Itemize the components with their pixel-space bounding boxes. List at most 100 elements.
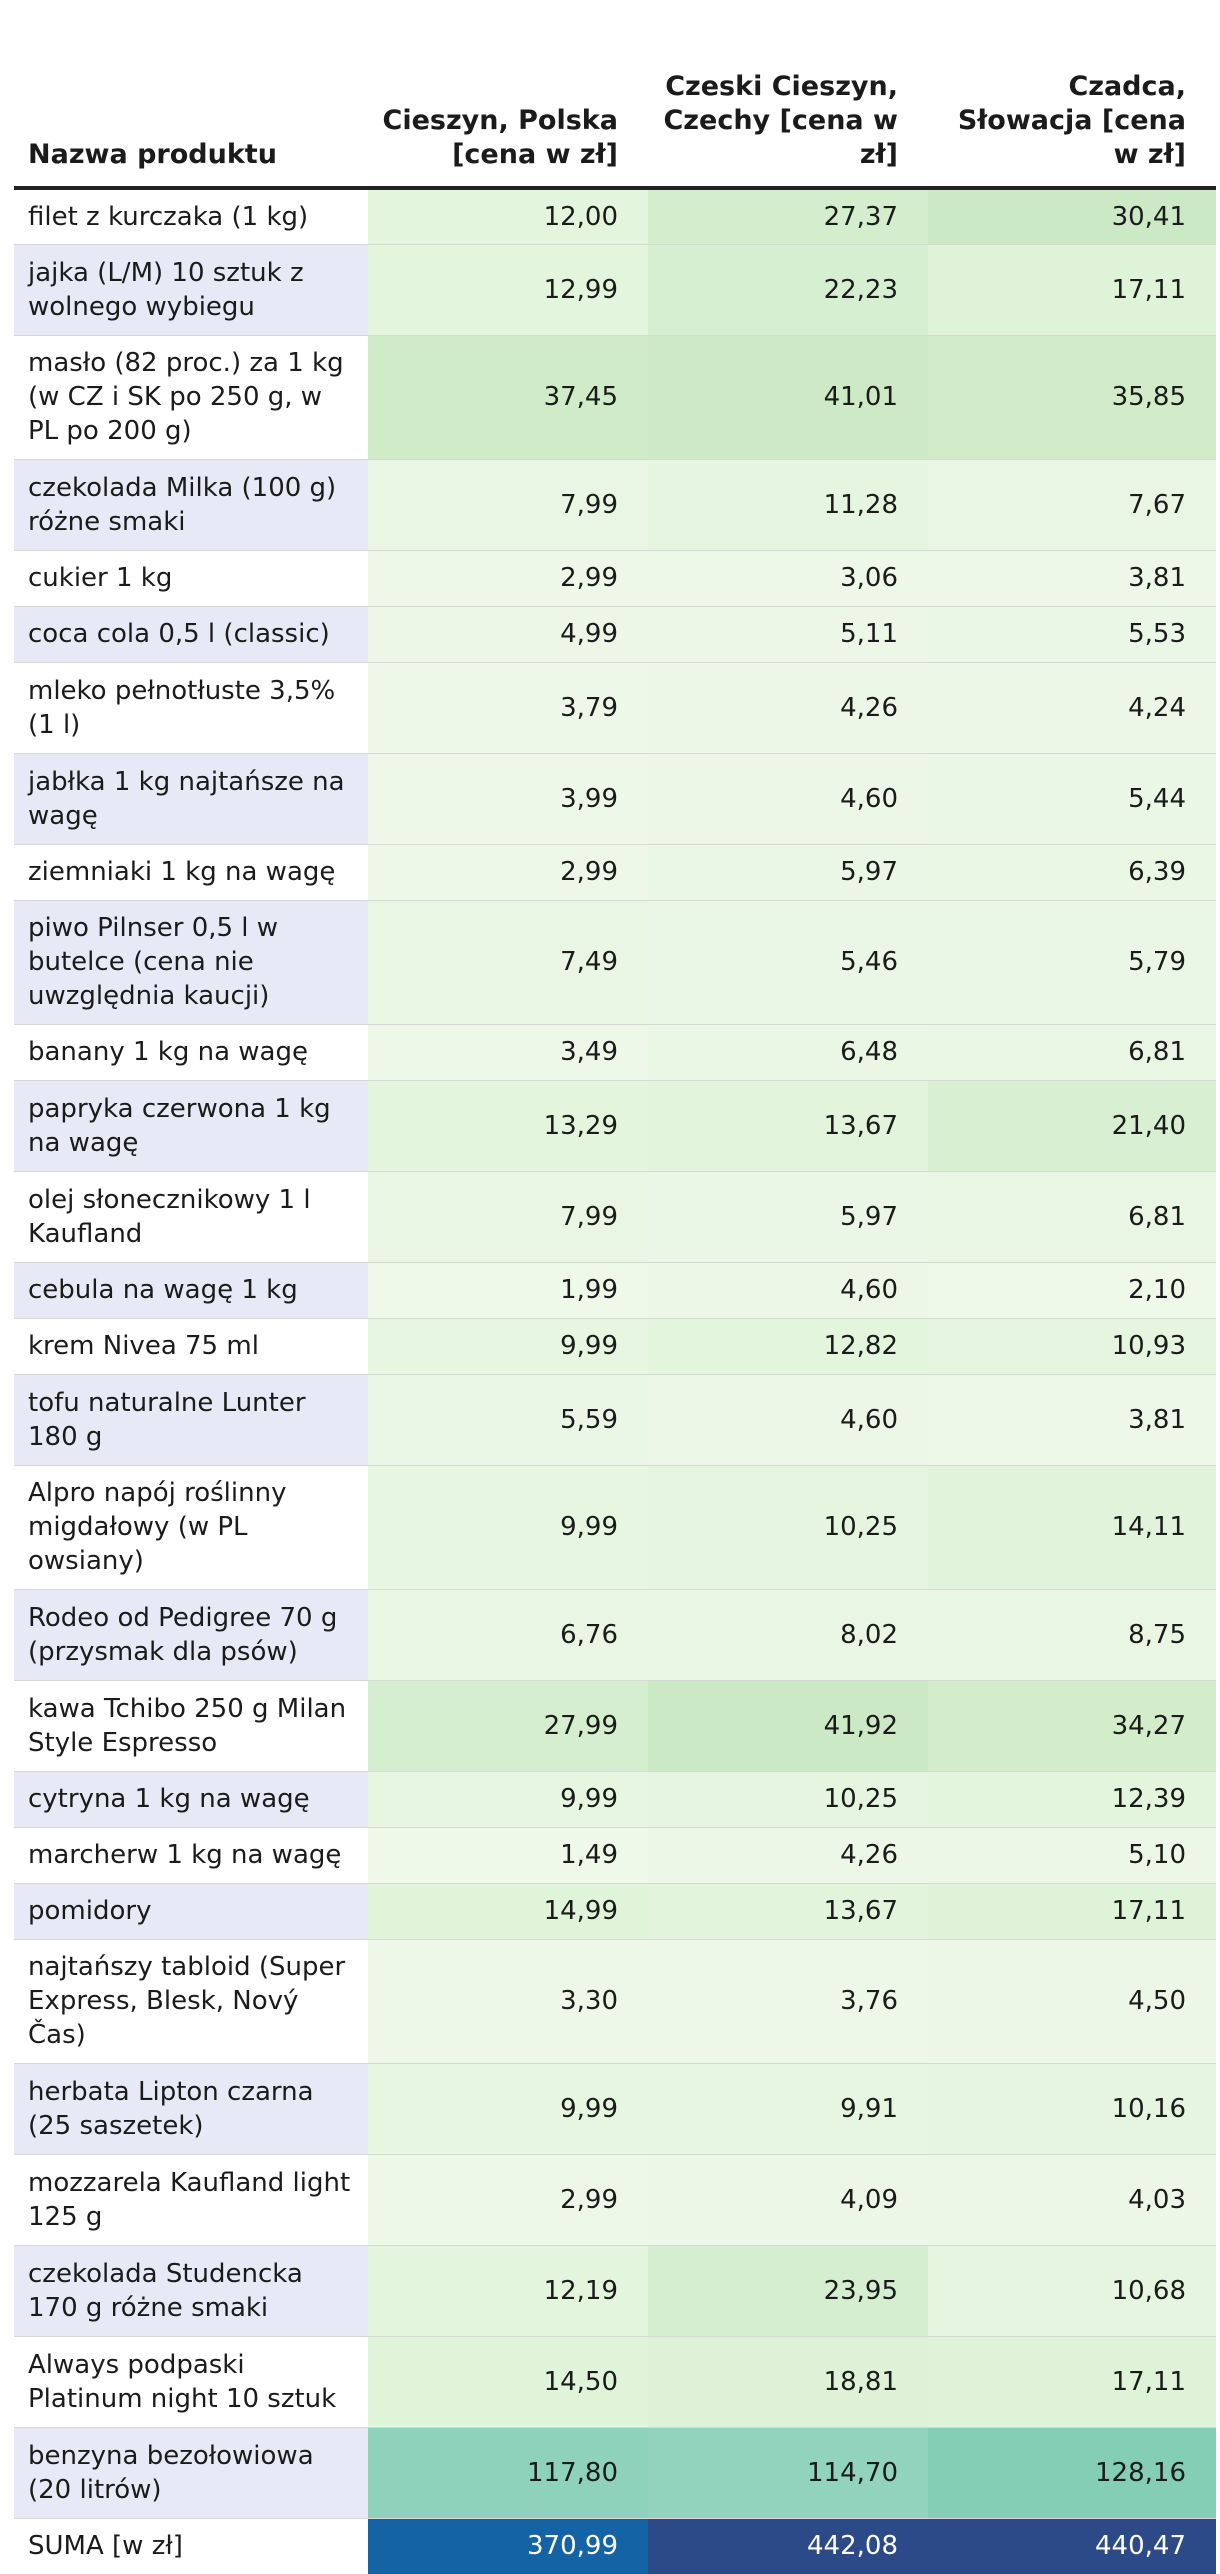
table-row: ziemniaki 1 kg na wagę 2,99 5,97 6,39	[14, 843, 1216, 900]
price-cell-cesky-tesin-cz: 5,97	[648, 843, 928, 900]
price-cell-cesky-tesin-cz: 27,37	[648, 187, 928, 244]
price-cell-cesky-tesin-cz: 442,08	[648, 2517, 928, 2574]
product-name-cell: najtańszy tabloid (Super Express, Blesk,…	[14, 1938, 368, 2063]
table-row: marcherw 1 kg na wagę 1,49 4,26 5,10	[14, 1826, 1216, 1883]
price-cell-cesky-tesin-cz: 114,70	[648, 2426, 928, 2518]
price-cell-cesky-tesin-cz: 3,06	[648, 549, 928, 606]
product-name-cell: Rodeo od Pedigree 70 g (przysmak dla psó…	[14, 1588, 368, 1680]
product-name-cell: cebula na wagę 1 kg	[14, 1261, 368, 1318]
price-cell-cesky-tesin-cz: 5,11	[648, 605, 928, 662]
product-name-cell: masło (82 proc.) za 1 kg (w CZ i SK po 2…	[14, 334, 368, 459]
product-name-cell: coca cola 0,5 l (classic)	[14, 605, 368, 662]
table-row: cukier 1 kg 2,99 3,06 3,81	[14, 549, 1216, 606]
product-name-cell: Always podpaski Platinum night 10 sztuk	[14, 2335, 368, 2427]
table-row: mleko pełnotłuste 3,5% (1 l) 3,79 4,26 4,24	[14, 661, 1216, 753]
price-cell-cesky-tesin-cz: 6,48	[648, 1023, 928, 1080]
product-name-cell: filet z kurczaka (1 kg)	[14, 187, 368, 244]
product-name-cell: czekolada Milka (100 g) różne smaki	[14, 458, 368, 550]
price-cell-cadca-sk: 3,81	[928, 1373, 1216, 1465]
price-cell-cieszyn-pl: 117,80	[368, 2426, 648, 2518]
sum-row: SUMA [w zł] 370,99 442,08 440,47	[14, 2517, 1216, 2574]
product-name-cell: benzyna bezołowiowa (20 litrów)	[14, 2426, 368, 2518]
header-cadca-slovakia: Czadca, Słowacja [cena w zł]	[928, 0, 1216, 190]
product-name-cell: Alpro napój roślinny migdałowy (w PL ows…	[14, 1464, 368, 1589]
price-cell-cadca-sk: 17,11	[928, 2335, 1216, 2427]
price-cell-cieszyn-pl: 7,99	[368, 458, 648, 550]
price-cell-cadca-sk: 14,11	[928, 1464, 1216, 1589]
product-name-cell: jabłka 1 kg najtańsze na wagę	[14, 752, 368, 844]
product-name-cell: banany 1 kg na wagę	[14, 1023, 368, 1080]
price-cell-cieszyn-pl: 2,99	[368, 549, 648, 606]
product-name-cell: ziemniaki 1 kg na wagę	[14, 843, 368, 900]
price-cell-cadca-sk: 34,27	[928, 1679, 1216, 1771]
price-cell-cesky-tesin-cz: 18,81	[648, 2335, 928, 2427]
price-cell-cieszyn-pl: 9,99	[368, 1317, 648, 1374]
table-row: czekolada Studencka 170 g różne smaki 12,…	[14, 2244, 1216, 2336]
price-cell-cieszyn-pl: 3,99	[368, 752, 648, 844]
product-name-cell: mozzarela Kaufland light 125 g	[14, 2153, 368, 2245]
table-row: Rodeo od Pedigree 70 g (przysmak dla psó…	[14, 1588, 1216, 1680]
price-cell-cieszyn-pl: 1,99	[368, 1261, 648, 1318]
price-cell-cesky-tesin-cz: 4,26	[648, 1826, 928, 1883]
table-row: Alpro napój roślinny migdałowy (w PL ows…	[14, 1464, 1216, 1589]
price-cell-cadca-sk: 128,16	[928, 2426, 1216, 2518]
price-cell-cesky-tesin-cz: 4,60	[648, 1261, 928, 1318]
product-name-cell: SUMA [w zł]	[14, 2517, 368, 2574]
price-cell-cadca-sk: 5,53	[928, 605, 1216, 662]
price-cell-cieszyn-pl: 12,00	[368, 187, 648, 244]
price-cell-cesky-tesin-cz: 22,23	[648, 243, 928, 335]
price-cell-cesky-tesin-cz: 5,46	[648, 899, 928, 1024]
price-cell-cesky-tesin-cz: 41,92	[648, 1679, 928, 1771]
price-cell-cieszyn-pl: 9,99	[368, 2062, 648, 2154]
price-cell-cadca-sk: 17,11	[928, 243, 1216, 335]
product-name-cell: czekolada Studencka 170 g różne smaki	[14, 2244, 368, 2336]
table-row: jabłka 1 kg najtańsze na wagę 3,99 4,60 5,4…	[14, 752, 1216, 844]
price-cell-cadca-sk: 12,39	[928, 1770, 1216, 1827]
product-name-cell: olej słonecznikowy 1 l Kaufland	[14, 1170, 368, 1262]
price-cell-cadca-sk: 4,24	[928, 661, 1216, 753]
price-cell-cesky-tesin-cz: 5,97	[648, 1170, 928, 1262]
price-cell-cadca-sk: 5,44	[928, 752, 1216, 844]
price-cell-cesky-tesin-cz: 41,01	[648, 334, 928, 459]
table-row: Always podpaski Platinum night 10 sztuk 1…	[14, 2335, 1216, 2427]
price-cell-cadca-sk: 4,03	[928, 2153, 1216, 2245]
product-name-cell: mleko pełnotłuste 3,5% (1 l)	[14, 661, 368, 753]
price-cell-cieszyn-pl: 2,99	[368, 2153, 648, 2245]
table-row: papryka czerwona 1 kg na wagę 13,29 13,67 2…	[14, 1079, 1216, 1171]
table-row: mozzarela Kaufland light 125 g 2,99 4,09 4,…	[14, 2153, 1216, 2245]
price-cell-cadca-sk: 6,39	[928, 843, 1216, 900]
header-cesky-tesin-czechia: Czeski Cieszyn, Czechy [cena w zł]	[648, 0, 928, 190]
price-cell-cesky-tesin-cz: 13,67	[648, 1079, 928, 1171]
table-row: tofu naturalne Lunter 180 g 5,59 4,60 3,81	[14, 1373, 1216, 1465]
table-row: filet z kurczaka (1 kg) 12,00 27,37 30,41	[14, 187, 1216, 244]
table-row: masło (82 proc.) za 1 kg (w CZ i SK po 2…	[14, 334, 1216, 459]
price-cell-cieszyn-pl: 1,49	[368, 1826, 648, 1883]
price-cell-cieszyn-pl: 37,45	[368, 334, 648, 459]
product-name-cell: piwo Pilnser 0,5 l w butelce (cena nie u…	[14, 899, 368, 1024]
price-comparison-table: Nazwa produktu Cieszyn, Polska [cena w z…	[14, 0, 1216, 2574]
price-cell-cadca-sk: 8,75	[928, 1588, 1216, 1680]
price-cell-cieszyn-pl: 14,99	[368, 1882, 648, 1939]
price-cell-cesky-tesin-cz: 8,02	[648, 1588, 928, 1680]
price-cell-cadca-sk: 3,81	[928, 549, 1216, 606]
price-comparison-table-wrapper: Nazwa produktu Cieszyn, Polska [cena w z…	[14, 0, 1216, 2574]
price-cell-cadca-sk: 6,81	[928, 1023, 1216, 1080]
price-cell-cadca-sk: 30,41	[928, 187, 1216, 244]
table-row: czekolada Milka (100 g) różne smaki 7,99 1…	[14, 458, 1216, 550]
price-cell-cadca-sk: 10,93	[928, 1317, 1216, 1374]
price-cell-cesky-tesin-cz: 9,91	[648, 2062, 928, 2154]
table-row: benzyna bezołowiowa (20 litrów) 117,80 114…	[14, 2426, 1216, 2518]
price-cell-cieszyn-pl: 12,99	[368, 243, 648, 335]
price-cell-cadca-sk: 17,11	[928, 1882, 1216, 1939]
table-header: Nazwa produktu Cieszyn, Polska [cena w z…	[14, 0, 1216, 190]
price-cell-cieszyn-pl: 370,99	[368, 2517, 648, 2574]
price-cell-cieszyn-pl: 7,99	[368, 1170, 648, 1262]
product-name-cell: marcherw 1 kg na wagę	[14, 1826, 368, 1883]
table-row: cytryna 1 kg na wagę 9,99 10,25 12,39	[14, 1770, 1216, 1827]
price-cell-cieszyn-pl: 4,99	[368, 605, 648, 662]
price-cell-cadca-sk: 35,85	[928, 334, 1216, 459]
product-name-cell: krem Nivea 75 ml	[14, 1317, 368, 1374]
product-name-cell: kawa Tchibo 250 g Milan Style Espresso	[14, 1679, 368, 1771]
price-cell-cadca-sk: 4,50	[928, 1938, 1216, 2063]
table-row: krem Nivea 75 ml 9,99 12,82 10,93	[14, 1317, 1216, 1374]
